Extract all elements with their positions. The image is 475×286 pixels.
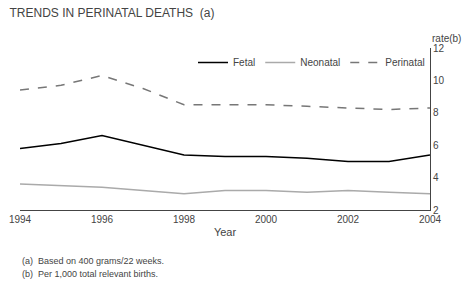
svg-text:1996: 1996 (91, 214, 114, 225)
svg-text:(b) Per 1,000 total relevant: (b) Per 1,000 total relevant births. (22, 269, 158, 279)
svg-text:1998: 1998 (173, 214, 196, 225)
svg-text:12: 12 (433, 43, 445, 54)
svg-text:2000: 2000 (255, 214, 278, 225)
svg-text:Fetal: Fetal (233, 57, 255, 68)
svg-text:(a) Based on 400 grams/22 wee: (a) Based on 400 grams/22 weeks. (22, 256, 164, 266)
svg-text:8: 8 (433, 107, 439, 118)
svg-text:Year: Year (214, 226, 237, 238)
svg-text:2002: 2002 (337, 214, 360, 225)
svg-text:TRENDS IN PERINATAL DEATHS (a: TRENDS IN PERINATAL DEATHS (a) (10, 6, 215, 20)
svg-text:2004: 2004 (419, 214, 442, 225)
svg-text:6: 6 (433, 140, 439, 151)
svg-text:4: 4 (433, 172, 439, 183)
svg-text:Neonatal: Neonatal (300, 57, 340, 68)
svg-text:10: 10 (433, 75, 445, 86)
svg-text:1994: 1994 (9, 214, 32, 225)
svg-text:2: 2 (433, 205, 439, 216)
svg-text:rate(b): rate(b) (432, 33, 461, 44)
svg-text:Perinatal: Perinatal (385, 57, 424, 68)
